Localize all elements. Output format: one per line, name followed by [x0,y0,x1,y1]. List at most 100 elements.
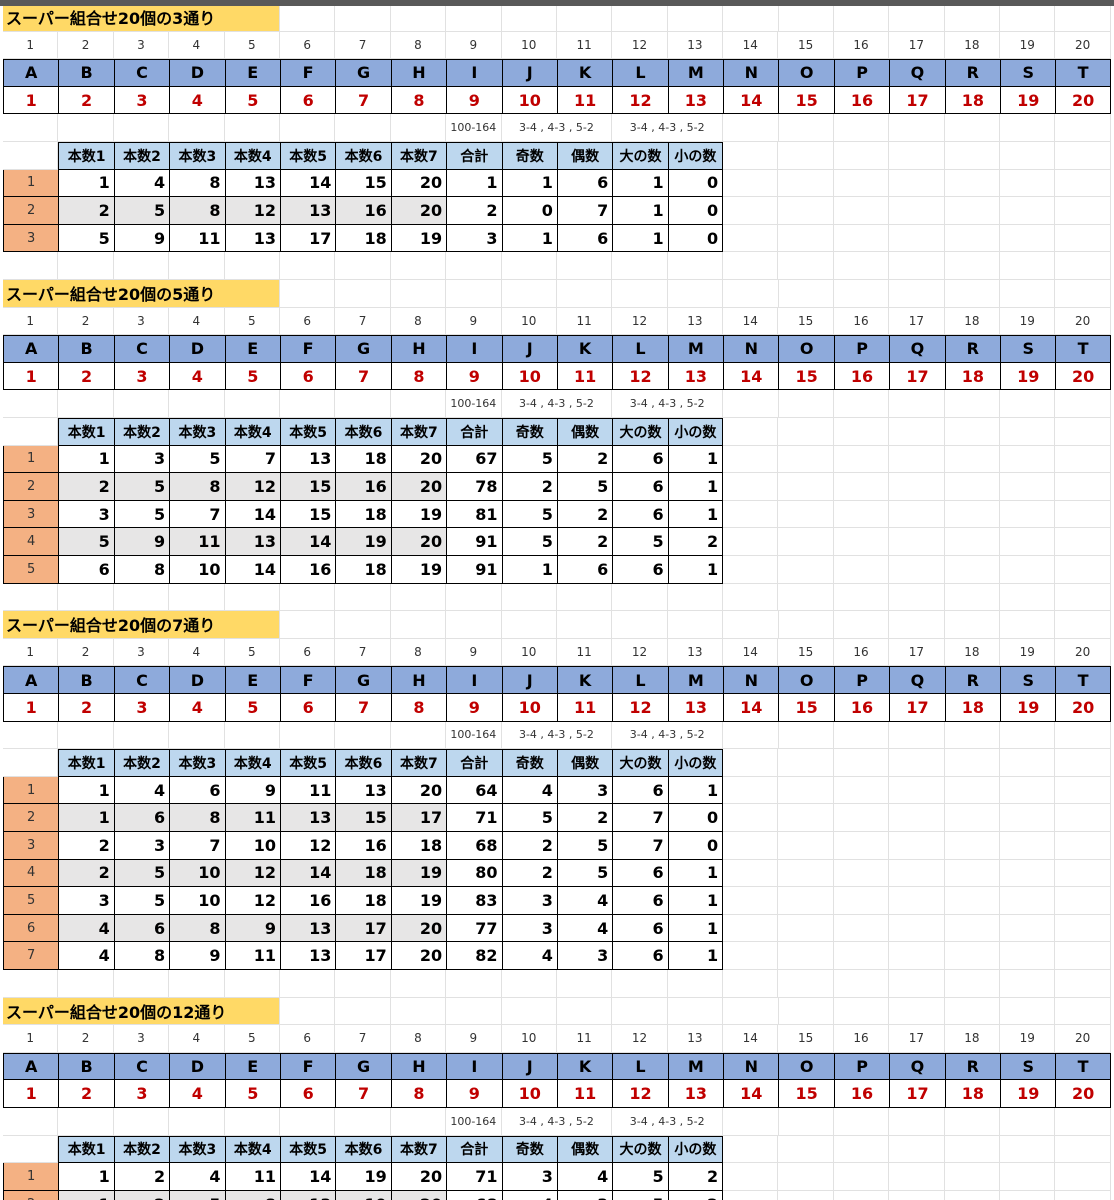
cell[interactable] [612,970,668,998]
odd-even-note[interactable]: 3-4 , 4-3 , 5-2 [501,1108,613,1136]
column-index-label[interactable]: 19 [1000,1025,1056,1053]
value-cell[interactable]: 5 [113,197,170,225]
cell[interactable] [1055,611,1111,639]
cell[interactable] [944,611,1001,639]
letter-cell[interactable]: C [113,59,170,87]
column-header[interactable]: 本数7 [390,142,447,170]
cell[interactable] [667,6,724,32]
value-cell[interactable]: 1 [58,169,114,198]
cell[interactable] [778,6,834,32]
column-index-label[interactable]: 8 [390,1025,447,1053]
number-cell[interactable]: 14 [723,1080,779,1108]
cell[interactable] [889,776,945,805]
cell[interactable] [58,970,114,998]
value-cell[interactable]: 5 [58,224,114,253]
cell[interactable] [833,114,890,142]
cell[interactable] [723,776,779,805]
value-cell[interactable]: 1 [667,776,724,805]
cell[interactable] [723,721,779,750]
cell[interactable] [723,749,779,777]
column-index-label[interactable]: 4 [169,638,225,667]
letter-cell[interactable]: I [446,1052,502,1081]
value-cell[interactable]: 2 [667,1190,724,1200]
number-cell[interactable]: 16 [833,362,890,391]
number-cell[interactable]: 1 [3,362,59,391]
value-cell[interactable]: 3 [446,224,502,253]
number-cell[interactable]: 6 [279,362,336,391]
cell[interactable] [778,997,834,1026]
value-cell[interactable]: 91 [446,528,502,556]
cell[interactable] [612,611,668,639]
cell[interactable] [224,1108,280,1136]
cell[interactable] [279,1108,336,1136]
big-small-note[interactable]: 3-4 , 4-3 , 5-2 [612,721,724,750]
value-cell[interactable]: 5 [501,804,557,832]
cell[interactable] [778,859,834,888]
cell[interactable] [556,280,613,308]
cell[interactable] [833,6,890,32]
value-cell[interactable]: 1 [446,169,502,198]
value-cell[interactable]: 5 [501,445,557,474]
value-cell[interactable]: 11 [279,776,336,805]
cell[interactable] [1000,445,1056,474]
cell[interactable] [778,556,834,584]
cell[interactable] [944,914,1001,943]
number-cell[interactable]: 4 [169,86,225,115]
cell[interactable] [224,721,280,750]
cell[interactable] [778,1190,834,1200]
cell[interactable] [1000,6,1056,32]
value-cell[interactable]: 6 [612,556,668,584]
column-index-label[interactable]: 1 [3,638,59,667]
cell[interactable] [944,197,1001,225]
cell[interactable] [446,252,502,280]
column-index-label[interactable]: 14 [723,638,779,667]
cell[interactable] [723,142,779,170]
value-cell[interactable]: 4 [501,776,557,805]
column-header[interactable]: 本数7 [390,1135,447,1164]
cell[interactable] [945,1190,1001,1200]
cell[interactable] [1055,970,1111,998]
cell[interactable] [335,1108,391,1136]
cell[interactable] [58,390,114,418]
value-cell[interactable]: 20 [390,776,447,805]
value-cell[interactable]: 6 [58,556,114,584]
value-cell[interactable]: 18 [335,445,391,474]
cell[interactable] [944,556,1001,584]
column-header[interactable]: 偶数 [556,749,613,777]
cell[interactable] [833,804,890,832]
letter-cell[interactable]: C [113,666,170,694]
cell[interactable] [335,390,391,418]
value-cell[interactable]: 19 [390,224,447,253]
letter-cell[interactable]: A [3,335,59,363]
cell[interactable] [723,473,779,501]
value-cell[interactable]: 5 [113,859,170,888]
column-index-label[interactable]: 7 [335,307,391,336]
column-header[interactable]: 合計 [446,1135,502,1164]
cell[interactable] [390,611,447,639]
column-index-label[interactable]: 4 [169,307,225,336]
column-header[interactable]: 本数1 [58,1135,114,1164]
letter-cell[interactable]: P [833,1052,890,1081]
cell[interactable] [833,169,890,198]
cell[interactable] [113,252,170,280]
column-index-label[interactable]: 13 [667,31,724,60]
cell[interactable] [1055,749,1111,777]
number-cell[interactable]: 4 [169,362,225,391]
number-cell[interactable]: 11 [556,86,613,115]
value-cell[interactable]: 4 [501,942,557,970]
value-cell[interactable]: 2 [556,804,613,832]
cell[interactable] [889,997,945,1026]
value-cell[interactable]: 1 [667,500,724,529]
letter-cell[interactable]: S [1000,666,1056,694]
letter-cell[interactable]: R [944,666,1001,694]
cell[interactable] [58,252,114,280]
cell[interactable] [778,528,834,556]
value-cell[interactable]: 2 [446,197,502,225]
letter-cell[interactable]: Q [889,666,945,694]
cell[interactable] [778,252,834,280]
value-cell[interactable]: 20 [390,169,447,198]
cell[interactable] [723,942,779,970]
value-cell[interactable]: 2 [501,832,557,860]
column-index-label[interactable]: 9 [446,638,502,667]
number-cell[interactable]: 13 [667,86,724,115]
